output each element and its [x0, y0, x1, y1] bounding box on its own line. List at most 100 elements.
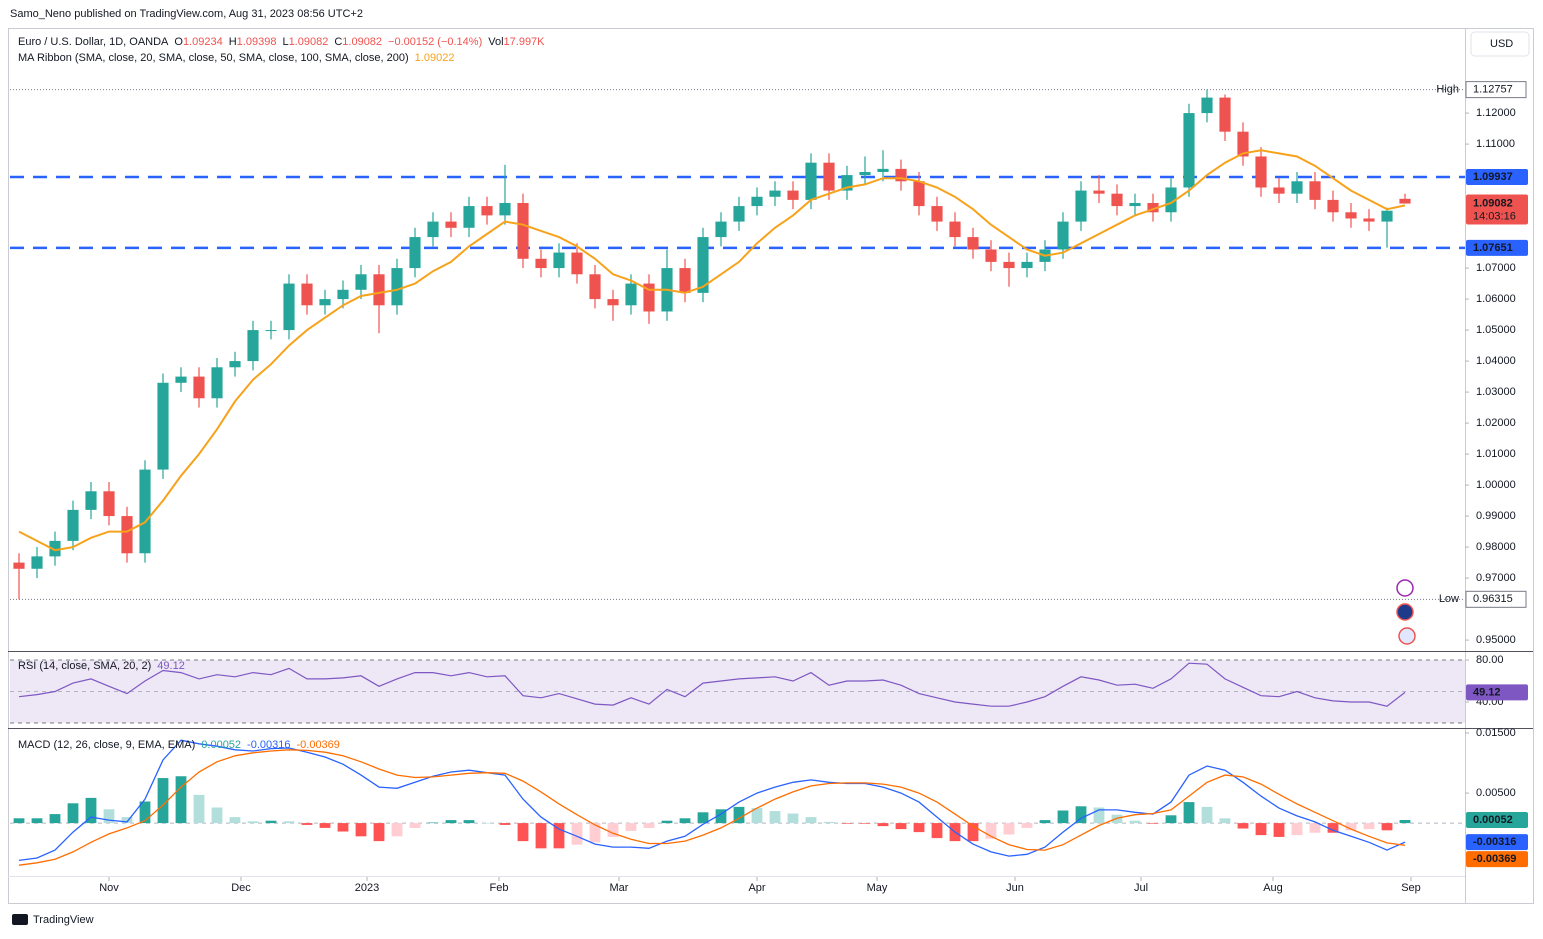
- macd-histogram-bar: [1075, 806, 1087, 824]
- ohlc-label: H: [229, 36, 237, 48]
- macd-histogram-bar: [1003, 823, 1015, 835]
- candle-body: [1201, 97, 1213, 114]
- macd-histogram-bar: [1273, 823, 1285, 837]
- candle-body: [1183, 113, 1195, 188]
- candle-body: [625, 283, 637, 306]
- macd-histogram-bar: [1093, 807, 1105, 824]
- candle-body: [769, 190, 781, 197]
- y-tick-label: 1.02000: [1476, 417, 1516, 429]
- macd-histogram-bar: [157, 778, 169, 824]
- candle-body: [733, 206, 745, 222]
- ma-line: [18, 149, 1406, 552]
- brand-logo: [12, 914, 28, 925]
- macd-histogram-bar: [643, 823, 655, 828]
- x-tick-label: Mar: [610, 882, 629, 894]
- macd-histogram-bar: [193, 794, 205, 824]
- macd-histogram-bar: [427, 822, 439, 824]
- candle-body: [1363, 218, 1375, 222]
- x-tick-label: 2023: [355, 882, 379, 894]
- volume-label: Vol: [488, 36, 503, 48]
- macd-last-value: -0.00369: [1473, 853, 1516, 865]
- macd-histogram-bar: [679, 818, 691, 824]
- brand-name: TradingView: [33, 914, 94, 926]
- macd-histogram-bar: [1021, 823, 1033, 828]
- candle-body: [301, 283, 313, 306]
- candle-body: [1219, 97, 1231, 132]
- symbol-legend: Euro / U.S. Dollar, 1D, OANDA O1.09234 H1.…: [18, 36, 545, 48]
- macd-line: [18, 739, 1406, 862]
- macd-histogram-bar: [571, 823, 583, 845]
- macd-histogram-bar: [481, 823, 493, 824]
- x-tick-label: Dec: [231, 882, 251, 894]
- ohlc-value: 1.09082: [289, 36, 329, 48]
- candle-body: [463, 206, 475, 228]
- x-tick-label: Apr: [748, 882, 765, 894]
- event-icon: [1398, 627, 1416, 645]
- candle-body: [1075, 190, 1087, 222]
- macd-histogram-bar: [373, 823, 385, 842]
- macd-histogram-bar: [121, 817, 133, 824]
- y-tick-label: 1.05000: [1476, 324, 1516, 336]
- candle-body: [67, 509, 79, 541]
- macd-histogram-bar: [265, 820, 277, 824]
- candle-body: [805, 162, 817, 200]
- macd-histogram-bar: [607, 823, 619, 837]
- candle-body: [499, 202, 511, 216]
- candle-body: [445, 221, 457, 228]
- symbol-name: Euro / U.S. Dollar, 1D, OANDA: [18, 36, 169, 48]
- ohlc-value: 1.09082: [342, 36, 382, 48]
- macd-histogram-bar: [517, 823, 529, 842]
- macd-histogram-bar: [31, 818, 43, 824]
- candle-body: [823, 162, 835, 191]
- macd-histogram-bar: [247, 821, 259, 824]
- macd-histogram-bar: [103, 809, 115, 824]
- candle-body: [373, 274, 385, 306]
- macd-line: [18, 749, 1406, 866]
- macd-histogram-bar: [931, 823, 943, 839]
- event-icon: [1396, 603, 1414, 621]
- macd-histogram-bar: [1291, 823, 1303, 836]
- macd-histogram-bar: [895, 823, 907, 830]
- candle-body: [337, 289, 349, 300]
- candle-body: [589, 274, 601, 300]
- macd-histogram-bar: [1147, 823, 1159, 824]
- macd-histogram-bar: [67, 803, 79, 824]
- candle-body: [1291, 181, 1303, 194]
- candle-body: [247, 330, 259, 362]
- x-tick-label: Feb: [490, 882, 509, 894]
- candle-body: [13, 562, 25, 569]
- macd-histogram-bar: [967, 823, 979, 842]
- y-tick-label: 0.01500: [1476, 727, 1516, 739]
- y-tick-label: 1.00000: [1476, 479, 1516, 491]
- macd-histogram-bar: [229, 817, 241, 824]
- macd-histogram-bar: [391, 823, 403, 837]
- candle-body: [931, 206, 943, 222]
- macd-histogram-last-box: [1466, 811, 1528, 828]
- candle-body: [1165, 187, 1177, 213]
- candle-body: [265, 330, 277, 332]
- macd-histogram-bar: [139, 801, 151, 824]
- currency-button[interactable]: [1470, 31, 1530, 57]
- countdown: 14:03:16: [1473, 210, 1516, 222]
- macd-legend-value: -0.00369: [296, 739, 339, 751]
- extreme-value: 0.96315: [1473, 593, 1513, 605]
- macd-histogram-bar: [913, 823, 925, 833]
- candle-body: [1147, 202, 1159, 213]
- candle-body: [1129, 202, 1141, 207]
- candle-body: [535, 258, 547, 269]
- macd-histogram-bar: [1255, 823, 1267, 836]
- rsi-legend-title: RSI (14, close, SMA, 20, 2): [18, 660, 151, 672]
- x-tick-label: Nov: [99, 882, 119, 894]
- y-tick-label: 1.01000: [1476, 448, 1516, 460]
- candle-body: [949, 221, 961, 238]
- ma-legend: MA Ribbon (SMA, close, 20, SMA, close, 5…: [18, 52, 454, 64]
- currency-label[interactable]: USD: [1490, 38, 1513, 50]
- last-price-box: [1466, 194, 1528, 225]
- volume-value: 17.997K: [504, 36, 546, 48]
- y-tick-label: 1.04000: [1476, 355, 1516, 367]
- macd-legend-value: -0.00316: [247, 739, 290, 751]
- candle-body: [319, 299, 331, 306]
- macd-histogram-bar: [301, 823, 313, 825]
- macd-histogram-bar: [211, 807, 223, 824]
